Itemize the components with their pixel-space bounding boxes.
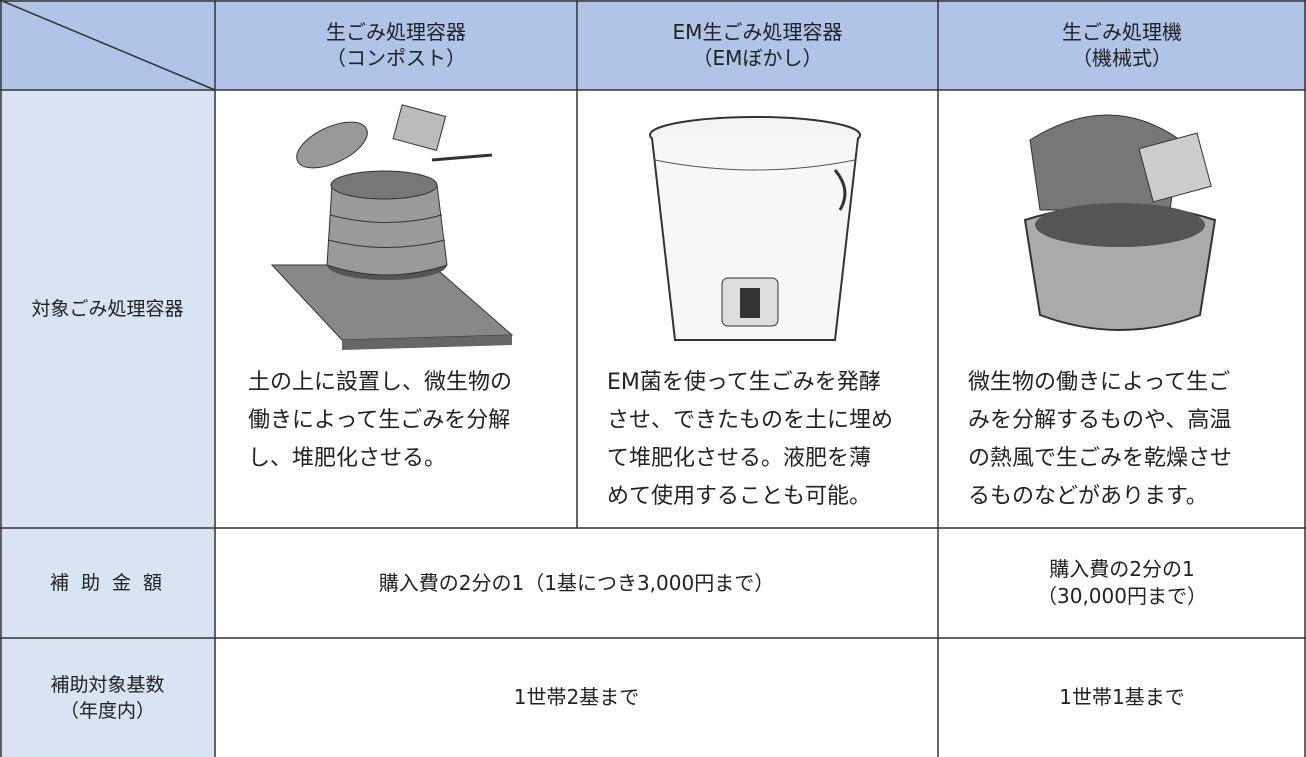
description-line: させ、できたものを土に埋め bbox=[607, 408, 894, 433]
description-line: るものなどがあります。 bbox=[968, 484, 1208, 509]
em-bucket-illustration bbox=[649, 116, 861, 341]
description-line: 働きによって生ごみを分解 bbox=[248, 408, 511, 433]
header-text: （EMぼかし） bbox=[692, 46, 823, 70]
machine-illustration bbox=[1023, 114, 1217, 331]
description-line: 微生物の働きによって生ご bbox=[968, 370, 1231, 395]
cell-text: 1世帯1基まで bbox=[1059, 685, 1185, 709]
header-text: 生ごみ処理機 bbox=[1062, 20, 1182, 44]
header-cell: 生ごみ処理容器 （コンポスト） bbox=[215, 0, 577, 90]
cell: 購入費の2分の1 （30,000円まで） bbox=[938, 528, 1306, 638]
description: 微生物の働きによって生ご みを分解するものや、高温 の熱風で生ごみを乾燥させ るものな… bbox=[968, 364, 1232, 516]
label-text: 対象ごみ処理容器 bbox=[31, 298, 184, 320]
description-line: の熱風で生ごみを乾燥させ bbox=[968, 446, 1233, 471]
label-text: 補 助 金 額 bbox=[49, 572, 166, 594]
cell: 1世帯2基まで bbox=[215, 638, 938, 757]
description: EM菌を使って生ごみを発酵 させ、できたものを土に埋め て堆肥化させる。液肥を薄 めて… bbox=[607, 364, 893, 516]
header-text: EM生ごみ処理容器 bbox=[672, 20, 843, 44]
description-line: みを分解するものや、高温 bbox=[968, 408, 1232, 433]
description: 土の上に設置し、微生物の 働きによって生ごみを分解 し、堆肥化させる。 bbox=[248, 364, 512, 478]
row-label: 対象ごみ処理容器 bbox=[0, 90, 215, 528]
cell-text: （30,000円まで） bbox=[1037, 584, 1207, 608]
row-label: 補 助 金 額 bbox=[0, 528, 215, 638]
description-line: て堆肥化させる。液肥を薄 bbox=[607, 446, 872, 471]
description-line: EM菌を使って生ごみを発酵 bbox=[607, 370, 881, 395]
header-cell: EM生ごみ処理容器 （EMぼかし） bbox=[577, 0, 938, 90]
cell: 1世帯1基まで bbox=[938, 638, 1306, 757]
header-text: （機械式） bbox=[1072, 46, 1172, 70]
corner-cell bbox=[0, 0, 215, 90]
description-line: 土の上に設置し、微生物の bbox=[248, 370, 513, 395]
description-line: めて使用することも可能。 bbox=[607, 484, 872, 509]
label-text: （年度内） bbox=[59, 699, 155, 722]
description-line: し、堆肥化させる。 bbox=[248, 446, 447, 471]
header-cell: 生ごみ処理機 （機械式） bbox=[938, 0, 1306, 90]
cell-text: 1世帯2基まで bbox=[513, 685, 640, 709]
header-text: （コンポスト） bbox=[326, 46, 466, 70]
cell-text: 購入費の2分の1 bbox=[1049, 557, 1195, 581]
cell-text: 購入費の2分の1（1基につき3,000円まで） bbox=[378, 570, 775, 595]
compost-illustration bbox=[270, 104, 514, 350]
cell: 購入費の2分の1（1基につき3,000円まで） bbox=[215, 528, 938, 638]
header-text: 生ごみ処理容器 bbox=[326, 20, 466, 44]
label-text: 補助対象基数 bbox=[50, 673, 165, 696]
row-label: 補助対象基数 （年度内） bbox=[0, 638, 215, 757]
